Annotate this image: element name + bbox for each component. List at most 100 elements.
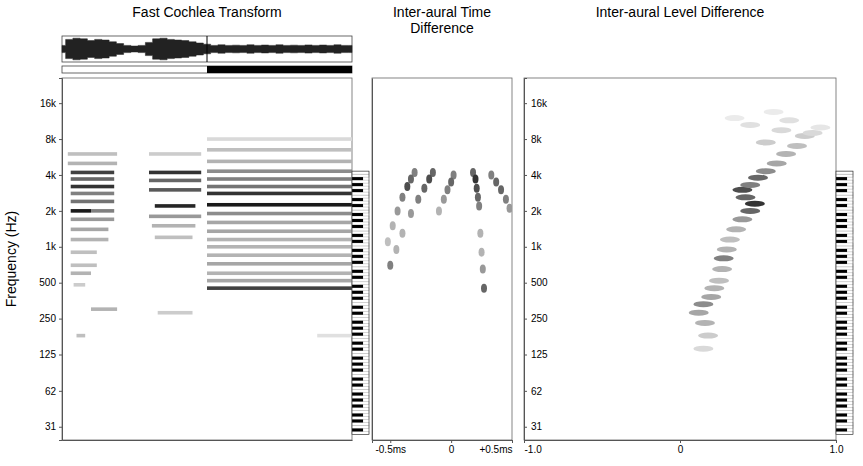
y-tick: 16k: [524, 98, 548, 109]
piano-key: [836, 276, 847, 279]
piano-key: [352, 428, 363, 431]
spectrogram-cell: [207, 148, 352, 152]
plot-marks: [385, 168, 512, 293]
spectrogram-cell: [68, 162, 117, 166]
y-tick-label: 4k: [45, 170, 57, 181]
y-axis: 16k8k4k2k1k5002501256231: [39, 79, 62, 441]
point: [415, 195, 421, 204]
point: [740, 182, 760, 188]
piano-key: [836, 207, 853, 210]
x-tick-mark: [524, 440, 525, 443]
x-tick-label: -1.0: [525, 444, 543, 455]
x-axis: -0.5ms0+0.5ms: [373, 440, 513, 455]
spectrogram-cell: [149, 188, 201, 192]
piano-outline: [836, 171, 853, 434]
point: [764, 109, 784, 115]
piano-key: [352, 357, 363, 360]
piano-key: [352, 324, 369, 327]
piano-key: [836, 183, 847, 186]
point: [479, 248, 485, 257]
piano-key: [352, 201, 369, 204]
spectrogram-cell: [207, 169, 352, 173]
point: [493, 177, 499, 186]
piano-key: [836, 228, 853, 231]
piano-key: [352, 354, 369, 357]
point: [740, 208, 760, 214]
piano-key: [352, 255, 363, 258]
point: [393, 245, 399, 254]
piano-key: [352, 240, 363, 243]
point: [803, 130, 823, 136]
y-tick: 500: [524, 277, 548, 288]
piano-key: [352, 351, 369, 354]
piano-key: [352, 402, 369, 405]
piano-key: [836, 171, 853, 174]
point: [385, 237, 391, 246]
y-axis-title: Frequency (Hz): [3, 211, 19, 307]
y-tick: 2k: [45, 206, 62, 217]
piano-key: [352, 333, 363, 336]
spectrogram-cell: [149, 152, 201, 156]
spectrogram-cell: [158, 311, 193, 315]
y-tick-label: 250: [39, 313, 56, 324]
piano-key: [836, 411, 853, 414]
spectrogram-cell: [207, 271, 352, 275]
spectrogram-cell: [207, 245, 352, 249]
piano-key: [836, 213, 847, 216]
point: [399, 193, 405, 202]
point: [787, 143, 807, 149]
panel-title: Fast Cochlea Transform: [132, 4, 281, 20]
y-tick-label: 62: [45, 386, 57, 397]
spectrogram-cell: [91, 307, 117, 311]
plot-marks: [68, 137, 352, 337]
piano-key: [352, 387, 369, 390]
piano-key: [836, 339, 853, 342]
point: [436, 206, 442, 215]
piano-key: [836, 402, 853, 405]
piano-key: [352, 216, 369, 219]
piano-key: [352, 416, 369, 419]
x-tick-label: -0.5ms: [375, 444, 406, 455]
piano-key: [352, 375, 369, 378]
piano-key: [836, 330, 853, 333]
piano-key: [352, 276, 363, 279]
point: [779, 117, 799, 123]
piano-key: [352, 231, 369, 234]
piano-key: [836, 416, 853, 419]
spectrogram-cell: [71, 185, 115, 189]
piano-key: [352, 213, 363, 216]
piano-key: [352, 312, 363, 315]
spectrogram-cell: [77, 334, 86, 338]
x-tick-mark: [680, 440, 681, 443]
spectrogram-cell: [71, 228, 109, 232]
piano-key: [352, 372, 369, 375]
piano-key: [352, 378, 363, 381]
y-tick: 2k: [524, 206, 543, 217]
piano-key: [836, 309, 853, 312]
spectrogram-cell: [71, 177, 115, 181]
point: [704, 285, 724, 291]
piano-key: [352, 327, 363, 330]
piano-key: [352, 300, 369, 303]
y-tick: 250: [39, 313, 62, 324]
piano-key: [352, 360, 369, 363]
y-tick: 1k: [45, 241, 62, 252]
x-axis-line: [63, 440, 353, 441]
point: [404, 182, 410, 191]
piano-key: [352, 390, 369, 393]
point: [709, 278, 729, 284]
piano-key: [352, 309, 369, 312]
point: [771, 127, 791, 133]
point: [712, 266, 732, 272]
piano-key: [836, 258, 853, 261]
piano-key: [836, 180, 853, 183]
piano-key: [352, 207, 369, 210]
piano-key: [352, 171, 369, 174]
piano-key: [836, 234, 847, 237]
x-tick-label: 0: [678, 444, 684, 455]
y-tick: 8k: [524, 134, 543, 145]
point: [475, 193, 481, 202]
panel: Inter-aural TimeDifference-0.5ms0+0.5ms: [372, 4, 513, 455]
y-tick-label: 16k: [531, 98, 548, 109]
spectrogram-cell: [91, 209, 114, 213]
